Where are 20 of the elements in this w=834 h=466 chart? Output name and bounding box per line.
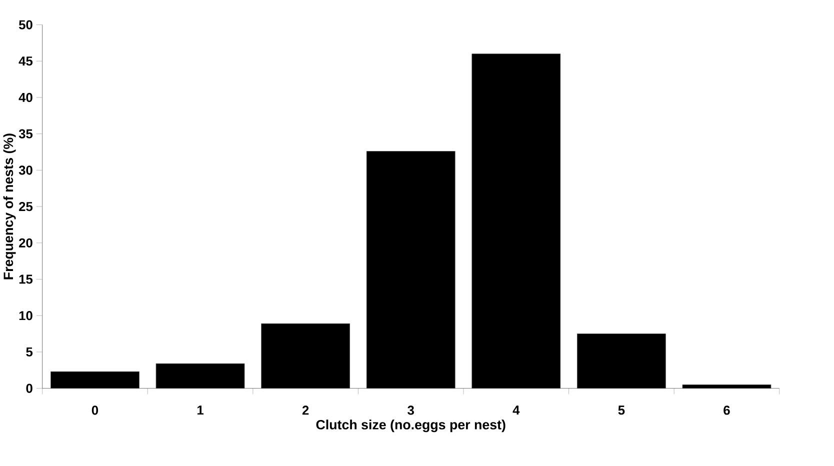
x-tick-label: 4 xyxy=(512,406,520,415)
y-tick-label: 15 xyxy=(19,274,33,284)
y-tick-label: 25 xyxy=(19,202,33,212)
y-tick-label: 0 xyxy=(26,384,32,394)
x-tick-label: 6 xyxy=(724,406,730,415)
x-axis-title: Clutch size (no.eggs per nest) xyxy=(316,420,506,432)
y-tick-label: 5 xyxy=(26,348,33,357)
y-tick-label: 45 xyxy=(18,56,33,66)
y-tick-label: 40 xyxy=(18,93,32,102)
y-tick-label: 50 xyxy=(18,20,32,30)
x-tick-label: 3 xyxy=(408,406,414,416)
x-tick-label: 5 xyxy=(618,406,625,415)
x-tick-label: 2 xyxy=(302,406,309,415)
y-tick-label: 10 xyxy=(19,311,32,320)
x-tick-label: 1 xyxy=(197,406,204,415)
y-tick-label: 30 xyxy=(18,166,32,175)
y-tick-label: 35 xyxy=(18,129,33,139)
y-axis-title: Frequency of nests (%) xyxy=(3,134,16,280)
y-tick-label: 20 xyxy=(19,238,32,248)
x-tick-label: 0 xyxy=(92,406,98,415)
